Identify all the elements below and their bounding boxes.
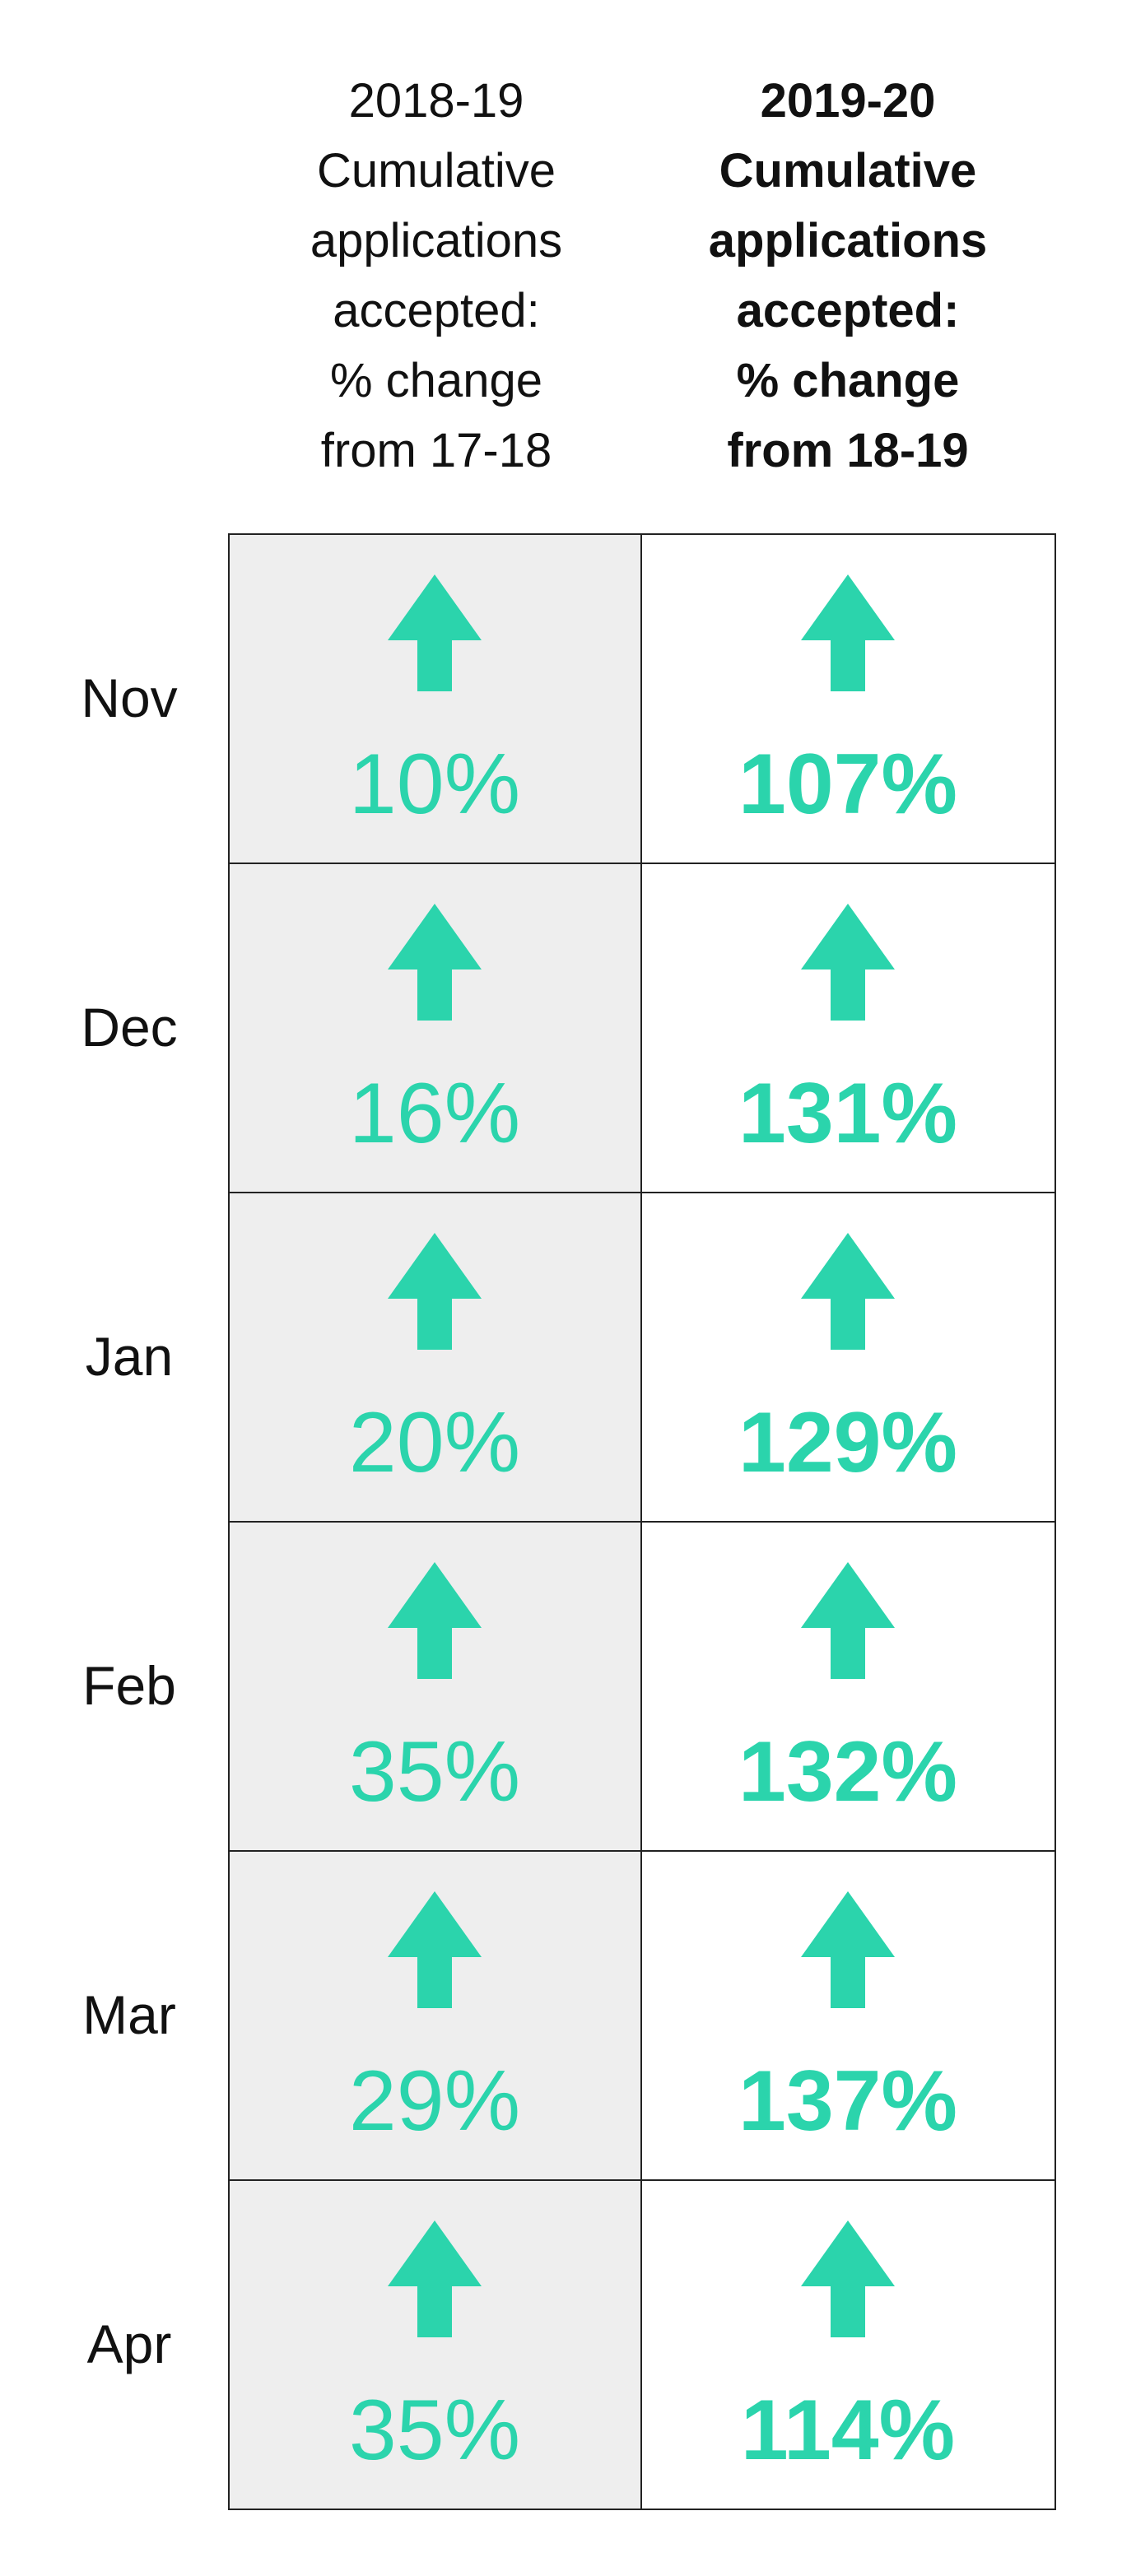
table-row-dec: Dec 16% 131% bbox=[81, 863, 1056, 1192]
grid-line-horizontal bbox=[228, 1850, 1056, 1852]
percent-change-value: 107% bbox=[738, 737, 957, 832]
grid-line-horizontal bbox=[228, 863, 1056, 864]
arrow-head bbox=[801, 1891, 895, 1957]
row-label-dec: Dec bbox=[81, 997, 178, 1058]
arrow-up-icon bbox=[801, 574, 895, 691]
arrow-up-icon bbox=[388, 1891, 482, 2008]
arrow-stem bbox=[831, 1955, 865, 2008]
cell-prev-nov: 10% bbox=[228, 533, 641, 863]
table-row-apr: Apr 35% 114% bbox=[87, 2179, 1056, 2509]
table-row-nov: Nov 10% 107% bbox=[81, 533, 1056, 863]
grid-line-horizontal bbox=[228, 533, 1056, 535]
arrow-head bbox=[388, 574, 482, 640]
column-header-2019-20: 2019-20 Cumulative applications accepted… bbox=[708, 74, 988, 477]
grid-line-vertical bbox=[228, 533, 230, 2510]
cell-curr-apr: 114% bbox=[641, 2179, 1054, 2509]
arrow-head bbox=[801, 1562, 895, 1628]
row-label-nov: Nov bbox=[81, 667, 178, 728]
arrow-head bbox=[388, 1562, 482, 1628]
grid-line-horizontal bbox=[228, 1521, 1056, 1523]
arrow-stem bbox=[831, 1297, 865, 1350]
arrow-head bbox=[388, 1233, 482, 1299]
cell-curr-mar: 137% bbox=[641, 1850, 1054, 2179]
table-row-jan: Jan 20% 129% bbox=[86, 1192, 1056, 1521]
cell-prev-feb: 35% bbox=[228, 1521, 641, 1850]
arrow-stem bbox=[417, 1626, 452, 1679]
percent-change-value: 10% bbox=[348, 737, 521, 832]
percent-change-value: 114% bbox=[740, 2383, 956, 2478]
cell-prev-apr: 35% bbox=[228, 2179, 641, 2509]
row-label-feb: Feb bbox=[82, 1655, 176, 1716]
arrow-stem bbox=[831, 2285, 865, 2337]
cell-prev-dec: 16% bbox=[228, 863, 641, 1192]
arrow-stem bbox=[417, 2285, 452, 2337]
arrow-up-icon bbox=[801, 904, 895, 1021]
cell-prev-jan: 20% bbox=[228, 1192, 641, 1521]
percent-change-value: 16% bbox=[348, 1066, 521, 1161]
arrow-stem bbox=[417, 968, 452, 1021]
percent-change-value: 35% bbox=[348, 2383, 521, 2478]
cell-curr-dec: 131% bbox=[641, 863, 1054, 1192]
row-label-jan: Jan bbox=[85, 1326, 174, 1387]
arrow-head bbox=[801, 1233, 895, 1299]
arrow-head bbox=[388, 2220, 482, 2286]
cell-prev-mar: 29% bbox=[228, 1850, 641, 2179]
arrow-up-icon bbox=[388, 1562, 482, 1679]
arrow-up-icon bbox=[388, 2220, 482, 2337]
percent-change-value: 29% bbox=[348, 2053, 521, 2149]
column-header-2018-19: 2018-19 Cumulative applications accepted… bbox=[310, 74, 563, 477]
table-row-feb: Feb 35% 132% bbox=[82, 1521, 1056, 1850]
row-label-mar: Mar bbox=[82, 1984, 176, 2045]
percent-change-value: 35% bbox=[348, 1724, 521, 1820]
arrow-stem bbox=[831, 639, 865, 691]
grid-line-horizontal bbox=[228, 2509, 1056, 2510]
arrow-head bbox=[801, 574, 895, 640]
arrow-head bbox=[388, 904, 482, 969]
grid-line-vertical bbox=[640, 533, 642, 2510]
arrow-stem bbox=[831, 968, 865, 1021]
percent-change-value: 20% bbox=[348, 1395, 521, 1490]
arrow-head bbox=[801, 2220, 895, 2286]
arrow-stem bbox=[417, 639, 452, 691]
arrow-up-icon bbox=[388, 904, 482, 1021]
percent-change-value: 129% bbox=[738, 1395, 957, 1490]
percent-change-value: 137% bbox=[738, 2053, 957, 2149]
arrow-stem bbox=[417, 1955, 452, 2008]
arrow-up-icon bbox=[801, 1562, 895, 1679]
grid-line-horizontal bbox=[228, 1192, 1056, 1193]
arrow-up-icon bbox=[388, 1233, 482, 1350]
table-row-mar: Mar 29% 137% bbox=[82, 1850, 1056, 2179]
arrow-head bbox=[801, 904, 895, 969]
cell-curr-feb: 132% bbox=[641, 1521, 1054, 1850]
arrow-up-icon bbox=[801, 2220, 895, 2337]
arrow-head bbox=[388, 1891, 482, 1957]
grid-line-vertical bbox=[1054, 533, 1056, 2510]
cell-curr-jan: 129% bbox=[641, 1192, 1054, 1521]
arrow-stem bbox=[417, 1297, 452, 1350]
arrow-stem bbox=[831, 1626, 865, 1679]
row-label-apr: Apr bbox=[86, 2313, 172, 2374]
arrow-up-icon bbox=[801, 1891, 895, 2008]
arrow-up-icon bbox=[388, 574, 482, 691]
comparison-table: Nov 10% 107% Dec 16% 131% Jan 20% 129% Feb 35% 132%… bbox=[81, 533, 1056, 2510]
percent-change-value: 131% bbox=[738, 1066, 957, 1161]
grid-line-horizontal bbox=[228, 2179, 1056, 2181]
percent-change-value: 132% bbox=[738, 1724, 957, 1820]
cell-curr-nov: 107% bbox=[641, 533, 1054, 863]
arrow-up-icon bbox=[801, 1233, 895, 1350]
